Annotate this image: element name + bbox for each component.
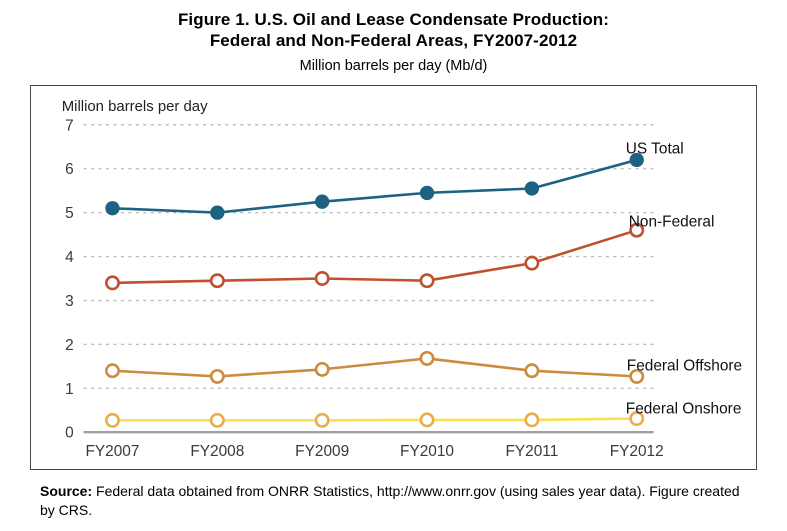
chart-frame: Million barrels per day 0 1 2 3 4 5 6 7 FY2007 FY2… (30, 85, 757, 470)
data-point-federal-offshore-FY2009[interactable] (314, 361, 330, 377)
data-point-federal-offshore-FY2007[interactable] (105, 363, 120, 379)
data-point-non-federal-FY2008[interactable] (209, 273, 225, 289)
series-line-non-federal (112, 228, 638, 285)
data-point-non-federal-FY2009[interactable] (314, 271, 330, 286)
data-point-non-federal-FY2010[interactable] (419, 273, 435, 289)
x-tick-label-fy2007: FY2007 (85, 443, 139, 460)
data-point-federal-onshore-FY2012[interactable] (629, 411, 645, 427)
figure-title-line2: Federal and Non-Federal Areas, FY2007-20… (209, 31, 578, 50)
y-tick-label-6: 6 (65, 161, 74, 178)
series-line-federal-offshore (112, 357, 637, 378)
data-point-federal-offshore-FY2008[interactable] (209, 368, 225, 384)
data-point-us-total-FY2008[interactable] (210, 205, 225, 220)
series-label-us-total: US Total (626, 141, 684, 158)
data-point-federal-onshore-FY2009[interactable] (314, 412, 330, 428)
data-point-us-total-FY2010[interactable] (419, 185, 435, 201)
data-point-federal-onshore-FY2007[interactable] (105, 412, 120, 428)
x-tick-label-fy2009: FY2009 (295, 443, 349, 460)
source-label: Source: (40, 483, 93, 499)
series-line-federal-onshore (112, 417, 637, 422)
chart-svg: Million barrels per day 0 1 2 3 4 5 6 7 FY2007 FY2… (62, 98, 742, 460)
series-label-federal-onshore: Federal Onshore (626, 400, 742, 417)
figure-subtitle: Million barrels per day (Mb/d) (299, 58, 488, 74)
data-point-us-total-FY2007[interactable] (105, 201, 120, 216)
data-point-non-federal-FY2012[interactable] (629, 222, 645, 238)
y-tick-label-1: 1 (65, 381, 74, 398)
data-point-us-total-FY2012[interactable] (629, 152, 644, 168)
series-line-us-total (112, 158, 638, 214)
data-point-federal-offshore-FY2010[interactable] (419, 350, 435, 366)
data-point-non-federal-FY2011[interactable] (524, 255, 540, 271)
data-point-federal-onshore-FY2008[interactable] (209, 412, 225, 428)
data-point-federal-onshore-FY2011[interactable] (524, 412, 540, 428)
y-tick-label-4: 4 (65, 249, 74, 266)
data-point-federal-onshore-FY2010[interactable] (419, 412, 435, 428)
y-tick-label-0: 0 (65, 425, 74, 442)
figure-header: Figure 1. U.S. Oil and Lease Condensate … (0, 0, 787, 74)
source-note: Source: Federal data obtained from ONRR … (40, 482, 755, 520)
x-tick-label-fy2012: FY2012 (610, 443, 664, 460)
series-label-federal-offshore: Federal Offshore (627, 358, 742, 375)
data-point-us-total-FY2011[interactable] (524, 181, 540, 196)
y-tick-label-5: 5 (65, 205, 74, 222)
series-label-non-federal: Non-Federal (629, 213, 715, 230)
data-point-federal-offshore-FY2011[interactable] (524, 363, 540, 379)
y-tick-label-2: 2 (65, 337, 74, 354)
data-point-non-federal-FY2007[interactable] (105, 275, 120, 291)
y-tick-label-3: 3 (65, 293, 74, 310)
figure-title-line1: Figure 1. U.S. Oil and Lease Condensate … (177, 10, 610, 29)
source-text: Federal data obtained from ONRR Statisti… (40, 483, 740, 518)
data-point-us-total-FY2009[interactable] (315, 194, 330, 209)
y-tick-label-7: 7 (65, 117, 74, 134)
data-point-federal-offshore-FY2012[interactable] (629, 368, 645, 384)
x-tick-label-fy2010: FY2010 (400, 443, 454, 460)
x-tick-label-fy2008: FY2008 (190, 443, 244, 460)
y-axis-title: Million barrels per day (62, 98, 208, 115)
x-tick-label-fy2011: FY2011 (505, 443, 558, 460)
